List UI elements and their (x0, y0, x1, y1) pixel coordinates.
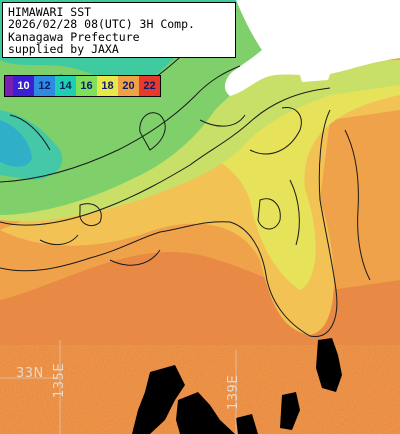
legend-swatch: 14 (55, 76, 76, 96)
info-box: HIMAWARI SST 2026/02/28 08(UTC) 3H Comp.… (2, 2, 236, 58)
legend-swatch (5, 76, 13, 96)
contours (0, 44, 371, 337)
sea-blue (0, 120, 32, 167)
info-credit: supplied by JAXA (8, 42, 119, 57)
nodata-1 (132, 365, 185, 434)
info-title: HIMAWARI SST (8, 5, 92, 19)
legend-swatch: 16 (76, 76, 97, 96)
land-north (224, 0, 400, 96)
temperature-legend: 10 12 14 16 18 20 22 (4, 75, 161, 97)
lat-label-33n: 33N (16, 366, 44, 381)
legend-swatch: 10 (13, 76, 34, 96)
lon-label-135e: 135E (52, 362, 67, 398)
nodata-4 (280, 392, 300, 430)
info-org: Kanagawa Prefecture (8, 29, 140, 44)
nodata-5 (236, 414, 258, 434)
legend-swatch: 12 (34, 76, 55, 96)
lon-label-139e: 139E (226, 374, 241, 410)
legend-swatch: 20 (118, 76, 139, 96)
legend-swatch: 18 (97, 76, 118, 96)
land-strip (300, 74, 330, 82)
graticule-lines (0, 340, 237, 434)
nodata-3 (316, 338, 342, 392)
info-datetime: 2026/02/28 08(UTC) 3H Comp. (8, 17, 195, 32)
nodata-2 (176, 392, 235, 434)
legend-swatch: 22 (139, 76, 160, 96)
